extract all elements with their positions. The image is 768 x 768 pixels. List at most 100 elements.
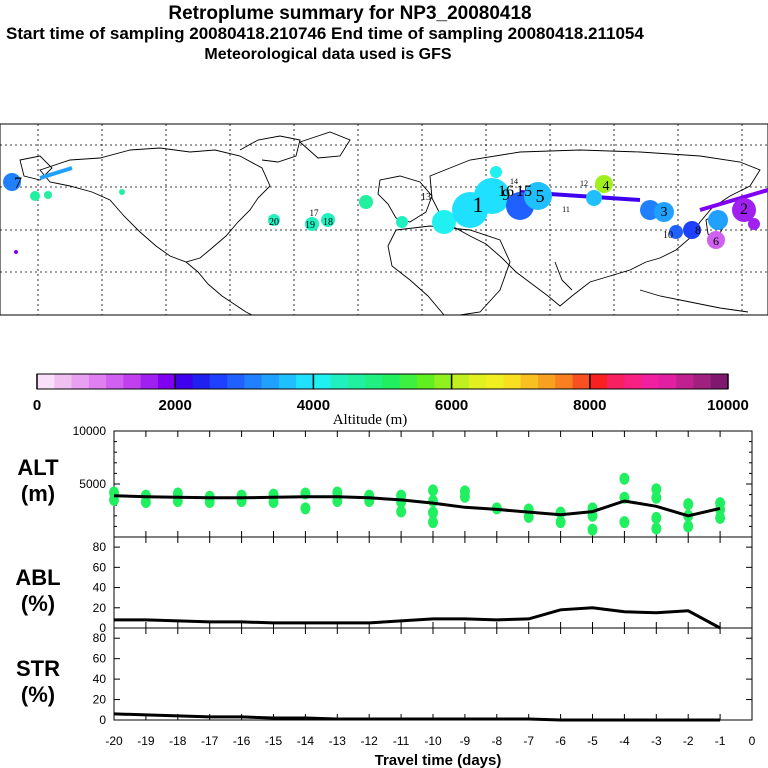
colorbar-cell — [486, 374, 504, 389]
cluster-point — [428, 516, 438, 529]
x-tick-label: -9 — [460, 734, 471, 748]
y-tick-label: 40 — [93, 581, 107, 595]
y-axis-label: ALT — [17, 455, 59, 480]
track-segment — [699, 188, 768, 212]
y-tick-label: 60 — [93, 652, 107, 666]
map-day-label: 7 — [14, 175, 22, 192]
cluster-marker — [586, 190, 602, 206]
y-tick-label: 0 — [99, 621, 106, 635]
panel-frame — [113, 627, 753, 721]
x-axis-label: Travel time (days) — [375, 752, 502, 768]
y-axis-label: STR — [16, 656, 60, 681]
panel-frame — [113, 536, 753, 629]
cluster-marker — [432, 210, 456, 234]
cluster-point — [268, 496, 279, 509]
str-line — [113, 712, 721, 722]
x-tick-label: -5 — [587, 734, 598, 748]
map-day-label: 8 — [695, 223, 701, 237]
colorbar-cell — [503, 374, 522, 389]
x-tick-label: -14 — [297, 734, 315, 748]
cluster-marker — [595, 175, 613, 193]
track-segment — [39, 166, 73, 180]
colorbar-cell — [209, 374, 228, 389]
cluster-point — [715, 511, 726, 524]
y-tick-label: 80 — [93, 631, 107, 645]
x-axis: Travel time (days) -20 -19 -18 -17 -16 -15 -14… — [105, 734, 755, 768]
map-day-label: 13 — [421, 192, 431, 203]
met-data-note: Meteorological data used is GFS — [204, 46, 452, 63]
cluster-marker — [359, 195, 373, 209]
colorbar-cell — [157, 374, 176, 389]
x-tick-label: -2 — [683, 734, 694, 748]
plume-clusters — [3, 166, 760, 254]
cluster-marker — [654, 202, 674, 222]
cluster-marker — [119, 189, 125, 195]
colorbar-cell — [641, 374, 660, 389]
x-tick-label: -18 — [169, 734, 187, 748]
x-tick-label: -7 — [523, 734, 534, 748]
cluster-point — [428, 484, 438, 497]
colorbar-cell — [278, 374, 297, 389]
cluster-marker — [305, 217, 319, 231]
altitude-colorbar: 0 2000 4000 6000 8000 10000 Altitude (m) — [33, 373, 749, 428]
x-tick-label: -16 — [233, 734, 251, 748]
map-day-label: 20 — [269, 217, 279, 228]
colorbar-cell — [365, 374, 383, 389]
cluster-marker — [490, 166, 502, 178]
colorbar-cell — [520, 374, 539, 389]
colorbar-cell — [106, 374, 124, 389]
colorbar-cell — [451, 374, 470, 389]
colorbar-cell — [313, 374, 332, 389]
colorbar-tick-label: 4000 — [297, 397, 330, 414]
x-tick-label: -11 — [393, 734, 410, 748]
cluster-point — [619, 516, 630, 529]
colorbar-cell — [54, 374, 73, 389]
colorbar-cell — [192, 374, 211, 389]
map-day-label: 2 — [740, 201, 748, 218]
cluster-marker — [14, 250, 18, 254]
x-tick-label: -10 — [424, 734, 442, 748]
colorbar-cell — [382, 374, 401, 389]
cluster-point — [619, 472, 630, 485]
colorbar-cell — [537, 374, 556, 389]
colorbar-cell — [140, 374, 159, 389]
colorbar-tick-label: 8000 — [573, 397, 606, 414]
cluster-marker — [669, 225, 683, 239]
cluster-point — [651, 483, 662, 496]
cluster-point — [651, 522, 662, 535]
mean-altitude-line — [113, 494, 721, 518]
cluster-marker — [748, 218, 760, 230]
cluster-point — [523, 510, 534, 523]
colorbar-cell — [123, 374, 142, 389]
map-day-label: 12 — [580, 179, 588, 188]
cluster-point — [428, 506, 438, 519]
map-day-label: 1 — [473, 192, 484, 217]
colorbar-cell — [417, 374, 435, 389]
map-day-label: 10 — [663, 230, 673, 241]
cluster-marker — [44, 191, 52, 199]
cluster-point — [587, 523, 598, 536]
y-tick-label: 20 — [93, 693, 107, 707]
y-axis-unit: (%) — [21, 591, 55, 616]
cluster-marker — [732, 198, 756, 222]
colorbar-cell — [555, 374, 574, 389]
cluster-marker — [474, 178, 510, 214]
colorbar-cell — [624, 374, 643, 389]
panel-abl: 0 20 40 60 80 ABL(%) — [15, 536, 753, 635]
x-tick-label: -1 — [715, 734, 726, 748]
sampling-times: Start time of sampling 20080418.210746 E… — [6, 24, 644, 43]
x-tick-label: -19 — [137, 734, 155, 748]
map-day-label: 14 — [510, 177, 518, 186]
colorbar-tick-label: 2000 — [159, 397, 192, 414]
panel-str: 0 20 40 60 80 STR(%) — [16, 627, 753, 727]
cluster-marker — [396, 216, 408, 228]
x-tick-label: -4 — [619, 734, 630, 748]
cluster-point — [459, 490, 470, 503]
map-day-label: 15 — [516, 183, 532, 200]
y-tick-label: 20 — [93, 601, 107, 615]
map-day-label: 16 — [498, 183, 514, 200]
cluster-marker — [707, 231, 725, 249]
abl-line — [114, 606, 721, 630]
